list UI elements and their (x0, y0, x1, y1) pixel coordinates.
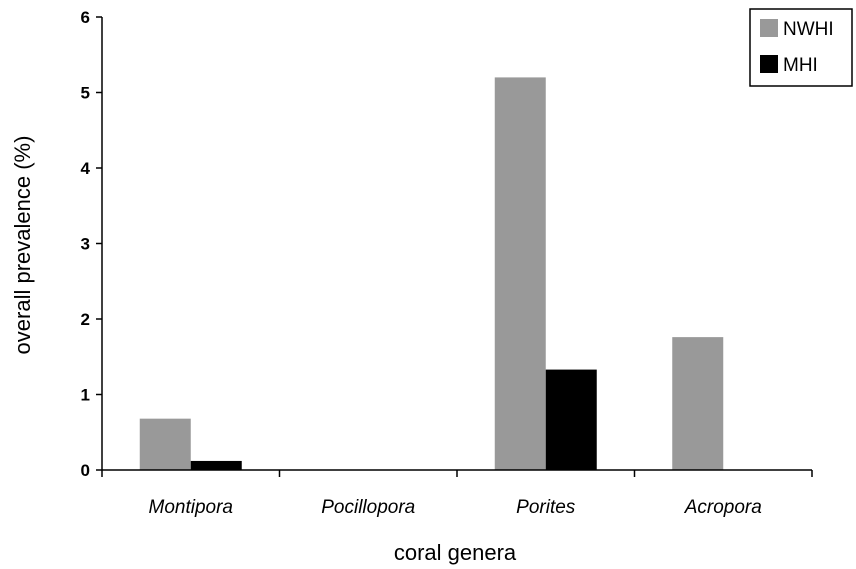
category-label-acropora: Acropora (684, 497, 762, 518)
y-tick-label: 0 (81, 461, 90, 480)
y-tick-label: 3 (81, 235, 90, 254)
bar-mhi-montipora (190, 460, 242, 470)
legend-label-nwhi: NWHI (783, 19, 834, 40)
category-label-porites: Porites (516, 497, 576, 518)
bar-nwhi-montipora (139, 418, 191, 470)
y-tick-label: 5 (81, 84, 90, 103)
legend-box (749, 8, 853, 87)
x-axis-category-labels: Montipora Pocillopora Porites Acropora (149, 497, 762, 518)
legend-label-mhi: MHI (783, 55, 818, 76)
legend-swatch-nwhi (760, 19, 778, 37)
y-tick-label: 1 (81, 386, 90, 405)
legend: NWHI MHI (749, 8, 853, 87)
bar-mhi-porites (545, 369, 597, 470)
bar-nwhi-porites (494, 77, 546, 471)
y-tick-label: 4 (81, 159, 91, 178)
y-axis-title: overall prevalence (%) (10, 136, 35, 355)
x-axis-ticks (101, 470, 813, 477)
category-label-montipora: Montipora (149, 497, 234, 518)
legend-swatch-mhi (760, 55, 778, 73)
bar-nwhi-acropora (672, 337, 724, 470)
category-label-pocillopora: Pocillopora (321, 497, 415, 518)
y-tick-label: 2 (81, 310, 90, 329)
y-tick-label: 6 (81, 8, 90, 27)
bars (139, 77, 724, 471)
x-axis-title: coral genera (394, 540, 517, 565)
y-axis-ticks: 0 1 2 3 4 5 6 (81, 8, 102, 480)
